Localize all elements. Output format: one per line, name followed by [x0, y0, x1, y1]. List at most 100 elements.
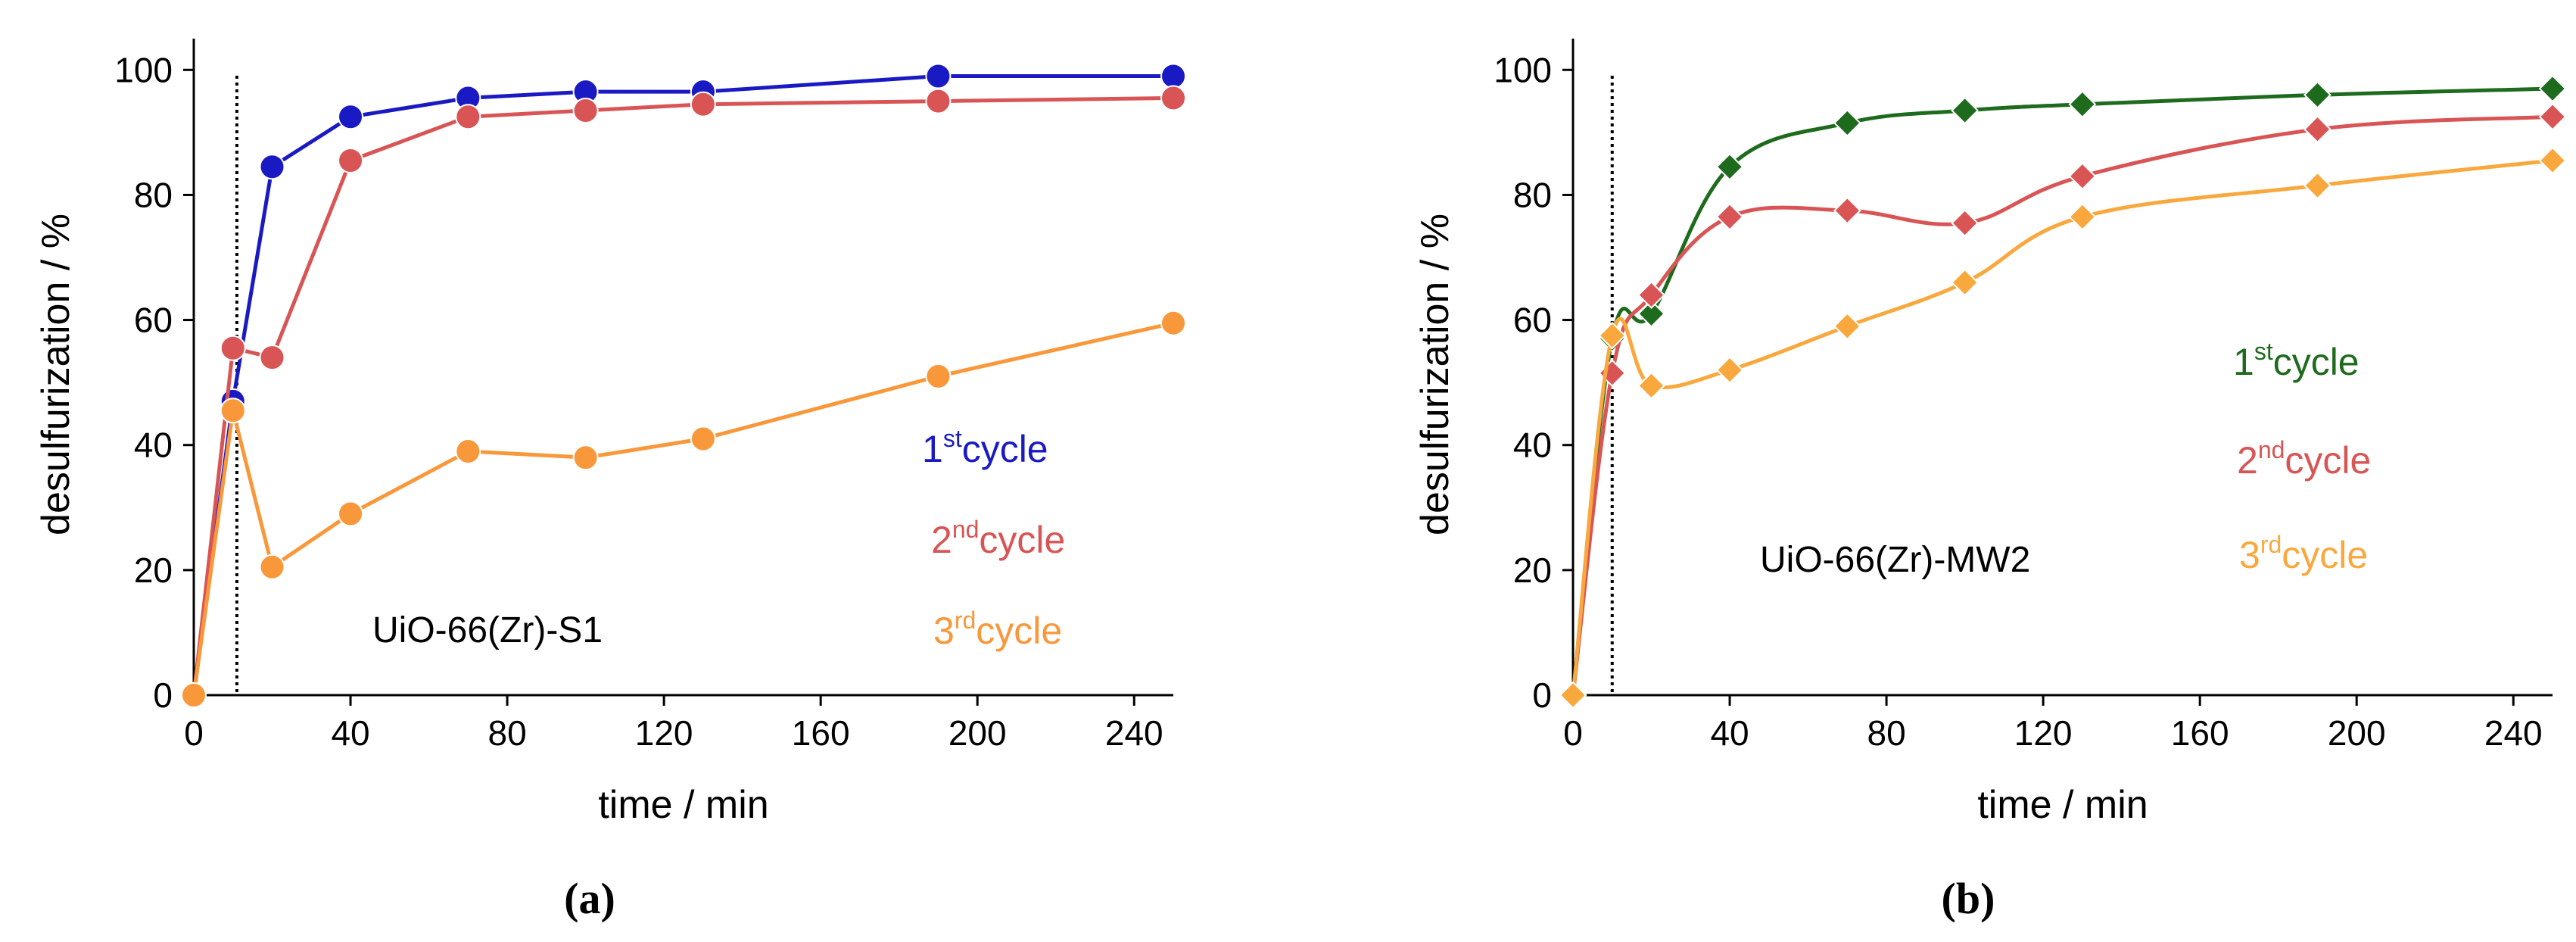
y-tick-label: 80 — [134, 175, 173, 214]
data-point — [2538, 102, 2567, 131]
data-point — [572, 97, 599, 123]
legend-number: 3 — [933, 610, 955, 652]
data-point — [1160, 85, 1186, 111]
data-point — [181, 682, 207, 708]
legend-superscript: nd — [2258, 436, 2285, 463]
data-point — [572, 444, 599, 471]
data-point — [1160, 310, 1186, 336]
data-point — [455, 104, 481, 130]
x-tick-label: 40 — [331, 713, 369, 753]
sample-label: UiO-66(Zr)-MW2 — [1760, 540, 2030, 580]
y-axis-title: desulfurization / % — [1413, 214, 1457, 535]
x-axis-title: time / min — [1977, 783, 2148, 827]
data-point — [2068, 90, 2097, 119]
data-point — [2068, 202, 2097, 231]
series-line — [1571, 158, 2553, 696]
y-tick-label: 60 — [134, 301, 173, 340]
data-point — [2303, 80, 2331, 109]
data-point — [925, 88, 952, 114]
legend-label: cycle — [2285, 439, 2371, 482]
x-tick-label: 0 — [1563, 713, 1583, 753]
data-point — [455, 438, 481, 464]
y-tick-label: 40 — [134, 426, 173, 465]
x-tick-label: 200 — [2328, 713, 2386, 753]
data-point — [2303, 171, 2331, 200]
series-line — [192, 95, 1174, 696]
legend-number: 3 — [2239, 534, 2260, 576]
legend-label: cycle — [2273, 341, 2360, 383]
y-axis-title: desulfurization / % — [34, 214, 78, 535]
data-point — [259, 154, 285, 180]
x-tick-label: 160 — [2171, 713, 2229, 753]
data-point — [1833, 312, 1861, 341]
data-point — [1951, 209, 1980, 237]
legend-number: 1 — [2233, 341, 2254, 383]
legend-entry: 1stcycle — [922, 425, 1048, 470]
series-2 — [1559, 102, 2567, 710]
sample-label: UiO-66(Zr)-S1 — [372, 610, 603, 650]
data-point — [1160, 63, 1186, 89]
legend-entry: 3rdcycle — [2239, 531, 2368, 576]
data-point — [259, 345, 285, 371]
y-tick-label: 20 — [1513, 551, 1552, 590]
legend-entry: 1stcycle — [2233, 338, 2360, 383]
legend-superscript: rd — [2260, 531, 2282, 558]
chart-panel-a: 0 20 40 60 80 100 0 40 80 120 160 200 240 desulfuriza… — [34, 39, 1186, 923]
legend-label: cycle — [979, 519, 1065, 561]
legend-superscript: st — [943, 425, 962, 452]
x-tick-label: 240 — [1105, 713, 1163, 753]
y-tick-label: 80 — [1513, 175, 1552, 214]
data-point — [220, 335, 246, 361]
legend-superscript: nd — [952, 516, 980, 543]
data-point — [1951, 96, 1980, 125]
data-point — [2538, 146, 2567, 175]
data-point — [690, 91, 716, 117]
x-tick-label: 120 — [2014, 713, 2073, 753]
y-tick-label: 100 — [114, 50, 173, 89]
legend-superscript: st — [2254, 338, 2273, 365]
series-line — [192, 74, 1173, 696]
panel-label: (a) — [564, 874, 615, 923]
data-point — [1637, 299, 1665, 328]
legend-number: 2 — [931, 519, 952, 561]
legend-entry: 2ndcycle — [931, 516, 1065, 561]
legend-label: cycle — [976, 610, 1062, 652]
y-tick-label: 0 — [153, 675, 173, 715]
data-point — [2068, 162, 2097, 191]
chart-panel-b: 0 20 40 60 80 100 0 40 80 120 160 200 240 desulfuriza… — [1413, 39, 2567, 923]
x-tick-label: 80 — [1867, 713, 1905, 753]
legend-label: cycle — [2282, 534, 2368, 576]
data-point — [925, 363, 952, 389]
y-tick-label: 100 — [1494, 50, 1552, 89]
series-1 — [1559, 74, 2567, 710]
series-line — [1571, 86, 2553, 696]
data-point — [1715, 152, 1744, 181]
x-axis-title: time / min — [598, 783, 768, 827]
y-tick-label: 0 — [1532, 675, 1552, 715]
x-tick-label: 80 — [487, 713, 526, 753]
data-point — [259, 554, 285, 580]
data-point — [1715, 356, 1744, 385]
y-tick-label: 40 — [1513, 426, 1552, 465]
series-3 — [181, 310, 1186, 708]
x-tick-label: 240 — [2484, 713, 2543, 753]
legend-number: 2 — [2237, 439, 2258, 482]
data-point — [2538, 74, 2567, 103]
y-tick-label: 60 — [1513, 301, 1552, 340]
data-point — [1637, 281, 1665, 309]
x-tick-label: 120 — [635, 713, 693, 753]
x-tick-label: 40 — [1710, 713, 1749, 753]
data-point — [1833, 196, 1861, 225]
data-point — [1559, 681, 1587, 710]
data-point — [338, 148, 364, 174]
data-point — [1833, 109, 1861, 137]
x-tick-label: 200 — [948, 713, 1007, 753]
legend-entry: 2ndcycle — [2237, 436, 2371, 482]
series-line — [1571, 114, 2553, 696]
data-point — [1715, 202, 1744, 231]
panel-label: (b) — [1942, 874, 1995, 923]
data-point — [338, 501, 364, 527]
data-point — [1598, 321, 1627, 350]
y-tick-label: 20 — [134, 551, 173, 590]
